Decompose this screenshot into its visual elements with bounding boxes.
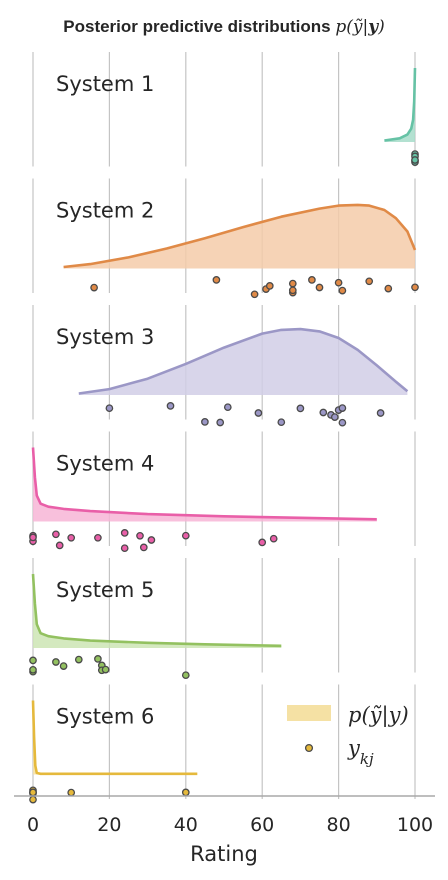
- density-area: [33, 447, 377, 522]
- data-point: [338, 404, 347, 412]
- data-point: [269, 534, 278, 543]
- panel-1: System 1: [32, 52, 419, 167]
- density-line: [31, 447, 377, 521]
- data-point: [338, 418, 347, 427]
- data-point: [101, 665, 110, 674]
- data-point: [74, 655, 83, 664]
- density-line: [31, 700, 198, 776]
- data-point: [288, 279, 297, 288]
- density-line: [63, 203, 417, 269]
- data-point: [201, 418, 209, 426]
- density-area: [78, 329, 408, 395]
- chart-title: Posterior predictive distributions p(ỹ|y…: [63, 17, 384, 37]
- series-label: System 4: [56, 452, 154, 476]
- data-point: [265, 282, 274, 290]
- legend-point-marker: [304, 743, 314, 753]
- x-tick-label: 60: [250, 814, 274, 836]
- data-point: [411, 283, 419, 292]
- data-point: [384, 284, 393, 293]
- data-point: [181, 671, 190, 680]
- data-point: [52, 530, 60, 539]
- data-point: [29, 665, 37, 674]
- data-point: [319, 408, 328, 417]
- x-axis-label: Rating: [190, 842, 258, 866]
- data-point: [376, 409, 385, 417]
- data-point: [308, 276, 316, 284]
- series-label: System 2: [56, 199, 154, 223]
- data-point: [288, 286, 297, 295]
- legend-density-swatch: [287, 705, 331, 721]
- data-point: [254, 409, 263, 417]
- data-point: [258, 538, 267, 547]
- density-line: [384, 67, 417, 142]
- data-point: [29, 795, 37, 804]
- density-area: [33, 574, 282, 648]
- x-tick-label: 100: [397, 814, 433, 836]
- series-label: System 1: [56, 72, 154, 96]
- data-point: [94, 533, 102, 542]
- x-tick-label: 0: [27, 814, 39, 836]
- data-point: [277, 418, 286, 427]
- series-label: System 3: [56, 325, 154, 349]
- data-point: [55, 541, 64, 550]
- x-tick-label: 80: [327, 814, 351, 836]
- data-point: [120, 529, 129, 537]
- data-point: [181, 788, 190, 797]
- series-label: System 5: [56, 578, 154, 602]
- legend: p(ỹ|y) ykj: [287, 703, 409, 768]
- data-point: [330, 413, 339, 421]
- data-point: [338, 286, 347, 295]
- data-point: [365, 277, 374, 286]
- data-point: [52, 658, 60, 666]
- data-point: [166, 402, 175, 410]
- panel-2: System 2: [32, 178, 419, 299]
- data-point: [250, 290, 259, 299]
- panel-4: System 4: [29, 431, 416, 553]
- data-point: [29, 533, 37, 542]
- data-point: [315, 283, 324, 292]
- data-point: [105, 404, 114, 413]
- x-tick-label: 20: [97, 814, 121, 836]
- data-point: [139, 543, 148, 552]
- data-point: [67, 533, 76, 542]
- panel-5: System 5: [29, 558, 416, 680]
- data-point: [67, 788, 76, 797]
- data-point: [181, 531, 190, 540]
- data-point: [296, 404, 305, 413]
- data-point: [334, 278, 343, 287]
- density-line: [78, 327, 409, 395]
- panel-6: System 6: [29, 684, 416, 804]
- data-point: [212, 276, 221, 284]
- data-point: [29, 656, 37, 665]
- data-point: [120, 544, 129, 553]
- data-point: [29, 788, 37, 797]
- ridge-panels: System 1 System 2 System 3 System 4 System 5…: [29, 52, 419, 804]
- data-point: [59, 662, 68, 670]
- data-point: [90, 283, 98, 292]
- x-tick-label: 40: [174, 814, 198, 836]
- density-area: [384, 68, 415, 142]
- data-point: [216, 418, 225, 427]
- panel-3: System 3: [32, 305, 416, 427]
- legend-points-label: ykj: [347, 736, 374, 768]
- data-point: [136, 531, 144, 540]
- data-point: [94, 655, 102, 663]
- data-point: [223, 403, 232, 412]
- series-label: System 6: [56, 705, 154, 729]
- x-axis-ticks: 0 20 40 60 80 100: [27, 814, 433, 836]
- density-line: [31, 573, 282, 648]
- data-point: [147, 536, 156, 544]
- data-point: [411, 156, 419, 164]
- legend-density-label: p(ỹ|y): [348, 703, 409, 728]
